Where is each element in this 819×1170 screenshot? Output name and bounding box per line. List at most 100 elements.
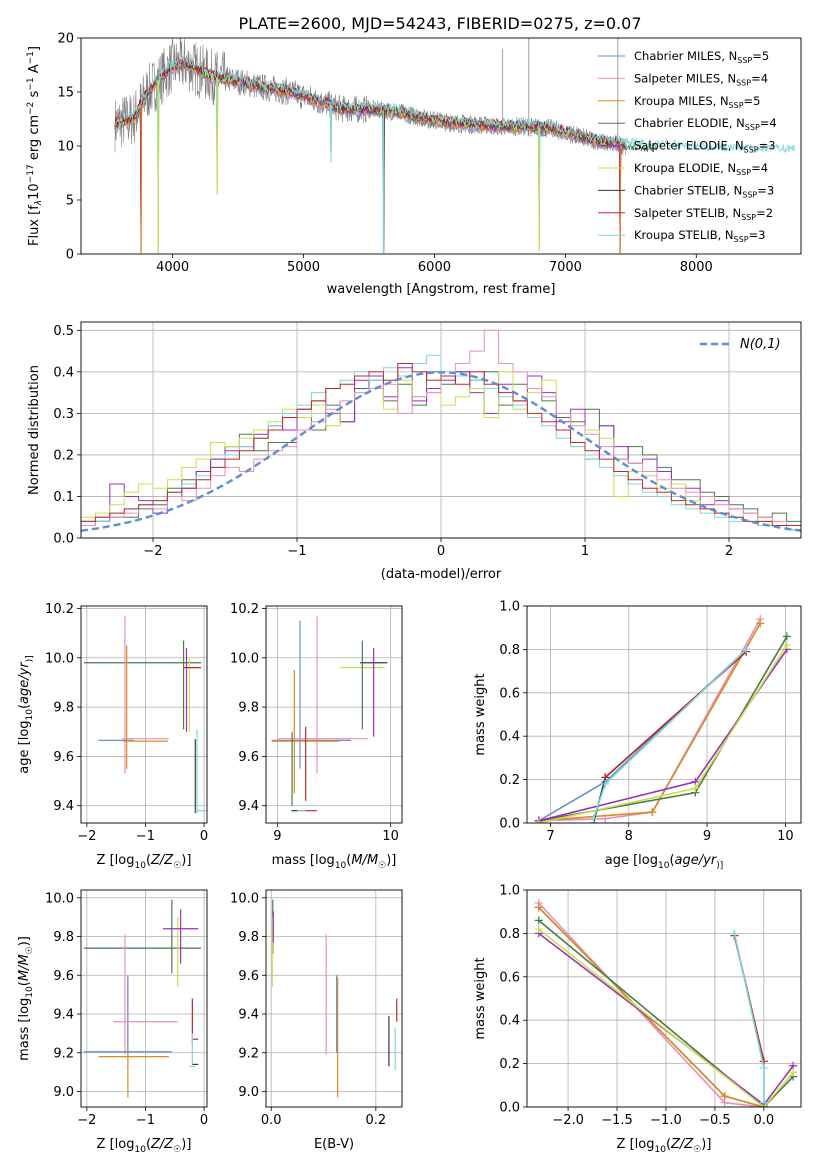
y-tick-label: 0.2 bbox=[499, 773, 520, 788]
y-axis-label-part: M/M bbox=[17, 954, 32, 981]
y-tick-label: 0 bbox=[66, 248, 74, 263]
x-axis-label: wavelength [Angstrom, rest frame] bbox=[327, 282, 556, 297]
x-axis-label-part: age/yr bbox=[675, 853, 718, 868]
plus-marker bbox=[534, 925, 543, 934]
legend-label-part: =2 bbox=[756, 206, 773, 220]
plot-area-mass-vs-ebv bbox=[271, 899, 398, 1098]
legend-label: N(0,1) bbox=[740, 337, 781, 352]
legend-label-part: SSP bbox=[744, 146, 759, 155]
x-tick-label: −0.5 bbox=[699, 1113, 731, 1128]
plus-marker bbox=[601, 779, 610, 788]
legend-item: Salpeter MILES, NSSP=4 bbox=[598, 71, 768, 87]
y-tick-label: 0.4 bbox=[499, 1014, 520, 1029]
x-axis-label-part: ( bbox=[666, 1137, 671, 1152]
panel-mass-vs-ebv: 0.0 0.2 9.0 9.2 9.4 9.6 9.8 10.0 E(B-V) bbox=[230, 889, 403, 1152]
y-axis-label: Flux [fλ10−17 erg cm−2 s−1 A−1] bbox=[26, 46, 44, 246]
legend-label-part: Kroupa MILES, N bbox=[634, 94, 729, 108]
y-axis-label: mass weight bbox=[473, 957, 488, 1039]
y-tick-label: 9.0 bbox=[53, 1085, 74, 1100]
y-axis-label-part: 10 bbox=[27, 183, 42, 200]
y-tick-label: 20 bbox=[57, 32, 74, 47]
plus-marker bbox=[534, 903, 543, 912]
legend-item: Kroupa ELODIE, NSSP=4 bbox=[598, 161, 768, 177]
x-axis-label-part: Z/Z bbox=[670, 1137, 694, 1152]
histogram-kroupa-elodie bbox=[81, 371, 801, 531]
y-tick-label: 9.8 bbox=[53, 701, 74, 716]
x-tick-label: 4000 bbox=[156, 260, 189, 275]
x-tick-label: 7000 bbox=[549, 260, 582, 275]
plus-marker bbox=[691, 784, 700, 793]
x-tick-label: 5000 bbox=[287, 260, 320, 275]
y-tick-label: 9.8 bbox=[238, 930, 259, 945]
x-axis-label: mass [log10(M/M☉)] bbox=[272, 853, 397, 871]
legend-item: Kroupa STELIB, NSSP=3 bbox=[598, 228, 765, 244]
legend-label-part: =4 bbox=[751, 161, 768, 175]
x-tick-label: 0 bbox=[200, 1113, 208, 1128]
x-tick-label: −1.0 bbox=[650, 1113, 682, 1128]
plus-marker bbox=[534, 916, 543, 925]
x-tick-label: 9 bbox=[703, 829, 711, 844]
y-axis-label-part: ( bbox=[17, 704, 32, 709]
x-axis-label-part: Z/Z bbox=[150, 1137, 174, 1152]
x-tick-label: −1 bbox=[136, 829, 155, 844]
y-axis-label-part: s bbox=[27, 90, 42, 101]
y-tick-label: 0.8 bbox=[499, 927, 520, 942]
x-tick-label: −2 bbox=[77, 829, 96, 844]
plot-frame bbox=[80, 37, 802, 255]
y-tick-label: 10.0 bbox=[45, 891, 74, 906]
series-line bbox=[538, 618, 761, 822]
y-axis-label-part: A bbox=[27, 64, 42, 77]
x-axis-label: Z [log10(Z/Z☉)] bbox=[97, 1137, 192, 1155]
legend-label-part: SSP bbox=[734, 235, 749, 244]
x-tick-label: 7 bbox=[546, 829, 554, 844]
y-tick-label: 10 bbox=[57, 140, 74, 155]
plot-frame bbox=[265, 605, 403, 824]
legend-item: Chabrier ELODIE, NSSP=4 bbox=[598, 116, 777, 132]
x-tick-label: 0.0 bbox=[261, 1113, 282, 1128]
y-tick-label: 0.0 bbox=[499, 817, 520, 832]
y-tick-label: 0.0 bbox=[53, 532, 74, 547]
x-tick-label: 1 bbox=[581, 544, 589, 559]
panel-weight-vs-z: −2.0 −1.5 −1.0 −0.5 0.0 0.0 0.2 0.4 0.6 0.8 1.0 Z [… bbox=[473, 884, 802, 1155]
legend-item: Chabrier MILES, NSSP=5 bbox=[598, 49, 769, 65]
x-axis-label-part: 10 bbox=[658, 861, 670, 871]
x-axis-label-part: ☉ bbox=[173, 861, 181, 871]
x-axis-label-part: Z [log bbox=[617, 1137, 655, 1152]
x-axis-label: E(B-V) bbox=[314, 1137, 354, 1152]
x-axis-label-part: ( bbox=[669, 853, 674, 868]
y-axis-label-part: erg cm bbox=[27, 115, 42, 164]
x-axis-label-part: ☉ bbox=[693, 1145, 701, 1155]
plot-frame bbox=[80, 321, 802, 539]
y-axis-label-part: mass [log bbox=[17, 998, 32, 1061]
x-axis-label-part: )] bbox=[181, 1137, 191, 1152]
plus-marker bbox=[720, 1092, 729, 1101]
plus-marker bbox=[730, 929, 739, 938]
x-tick-label: −1.5 bbox=[601, 1113, 633, 1128]
y-axis-label-part: age/yr bbox=[17, 661, 32, 704]
legend-label: Kroupa MILES, NSSP=5 bbox=[634, 94, 760, 110]
legend-label-part: =3 bbox=[749, 228, 766, 242]
legend-label-part: =3 bbox=[759, 139, 776, 153]
figure-title: PLATE=2600, MJD=54243, FIBERID=0275, z=0… bbox=[238, 14, 641, 33]
y-tick-label: 10.2 bbox=[45, 602, 74, 617]
model-spectrum-kroupa-stelib bbox=[114, 55, 796, 253]
y-axis-label-part: −17 bbox=[26, 164, 36, 183]
x-axis-label-part: ( bbox=[346, 853, 351, 868]
y-axis-label-part: −2 bbox=[26, 102, 36, 115]
y-tick-label: 5 bbox=[66, 194, 74, 209]
x-axis-label-part: ( bbox=[146, 853, 151, 868]
x-axis-label-part: Z [log bbox=[97, 1137, 135, 1152]
x-axis-label-part: age [log bbox=[605, 853, 658, 868]
legend-label: Salpeter STELIB, NSSP=2 bbox=[634, 206, 773, 222]
y-tick-label: 0.2 bbox=[499, 1057, 520, 1072]
x-axis-label-part: mass [log bbox=[272, 853, 335, 868]
plot-frame bbox=[80, 889, 208, 1108]
plot-area-age-vs-z bbox=[83, 615, 207, 814]
y-tick-label: 15 bbox=[57, 86, 74, 101]
legend-label: Kroupa ELODIE, NSSP=4 bbox=[634, 161, 768, 177]
y-tick-label: 9.4 bbox=[53, 1008, 74, 1023]
legend-label-part: Kroupa STELIB, N bbox=[634, 228, 734, 242]
